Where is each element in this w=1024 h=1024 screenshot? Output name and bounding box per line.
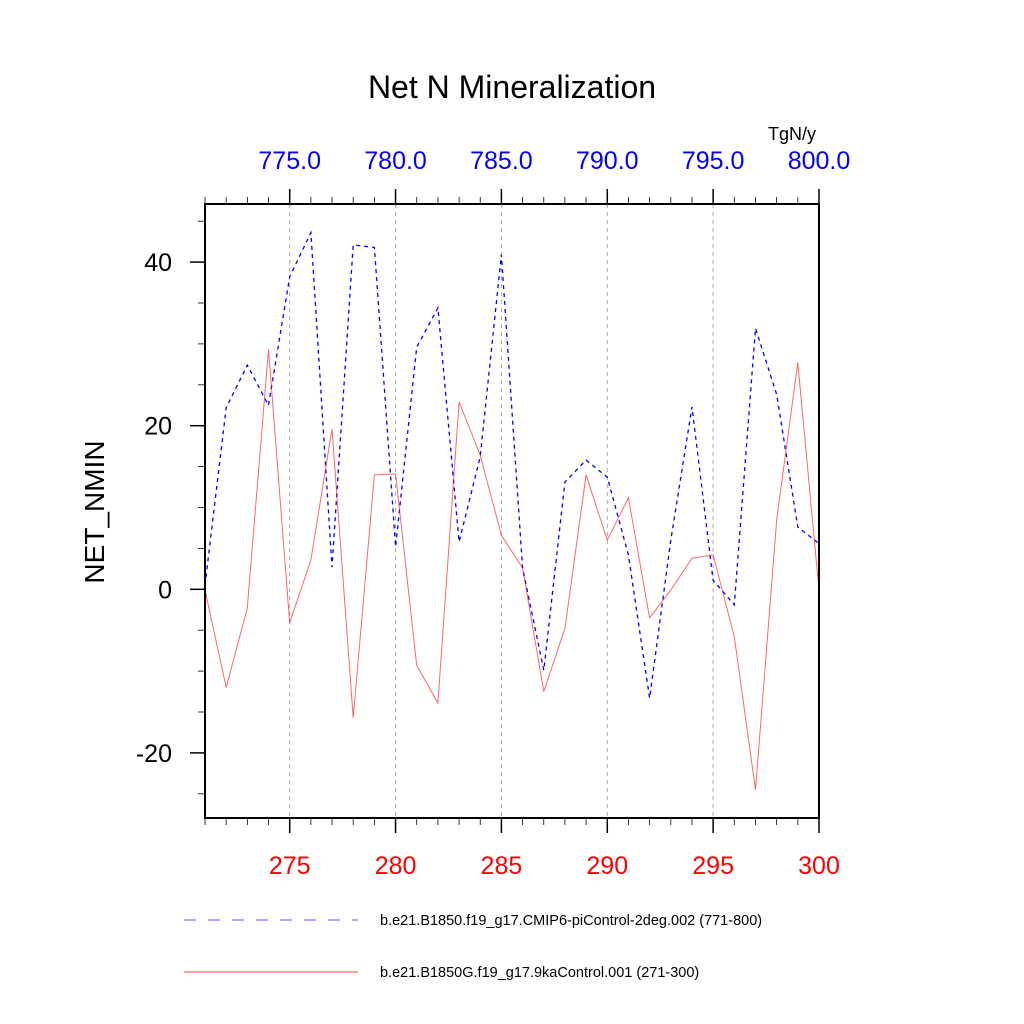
- top-tick-label: 780.0: [364, 147, 427, 175]
- axes: 275 280 285 290 295 300 775.0 780.0 785.0 790.0 79…: [136, 147, 850, 880]
- y-tick-label: 0: [158, 576, 172, 604]
- bottom-tick-label: 285: [481, 852, 523, 880]
- y-tick-label: 40: [144, 249, 172, 277]
- units-label: TgN/y: [768, 124, 816, 144]
- top-tick-label: 800.0: [788, 147, 851, 175]
- bottom-tick-label: 280: [375, 852, 417, 880]
- bottom-tick-label: 295: [692, 852, 734, 880]
- top-tick-label: 795.0: [682, 147, 745, 175]
- plot-frame: [204, 203, 820, 819]
- y-tick-label: 20: [144, 413, 172, 441]
- legend-label-series-1: b.e21.B1850.f19_g17.CMIP6-piControl-2deg…: [380, 913, 762, 929]
- legend-label-series-2: b.e21.B1850G.f19_g17.9kaControl.001 (271…: [380, 965, 699, 981]
- y-tick-label: -20: [136, 740, 172, 768]
- grid-lines: [289, 204, 714, 818]
- legend: b.e21.B1850.f19_g17.CMIP6-piControl-2deg…: [184, 913, 762, 981]
- series-line-red-solid: [204, 349, 820, 790]
- series-layer: [204, 230, 820, 790]
- bottom-tick-label: 275: [269, 852, 311, 880]
- top-tick-label: 775.0: [258, 147, 321, 175]
- y-axis-label: NET_NMIN: [79, 440, 110, 583]
- chart-title: Net N Mineralization: [368, 69, 656, 105]
- bottom-tick-label: 300: [798, 852, 840, 880]
- bottom-tick-label: 290: [586, 852, 628, 880]
- top-tick-label: 790.0: [576, 147, 639, 175]
- top-tick-label: 785.0: [470, 147, 533, 175]
- series-line-blue-dashed: [204, 230, 820, 699]
